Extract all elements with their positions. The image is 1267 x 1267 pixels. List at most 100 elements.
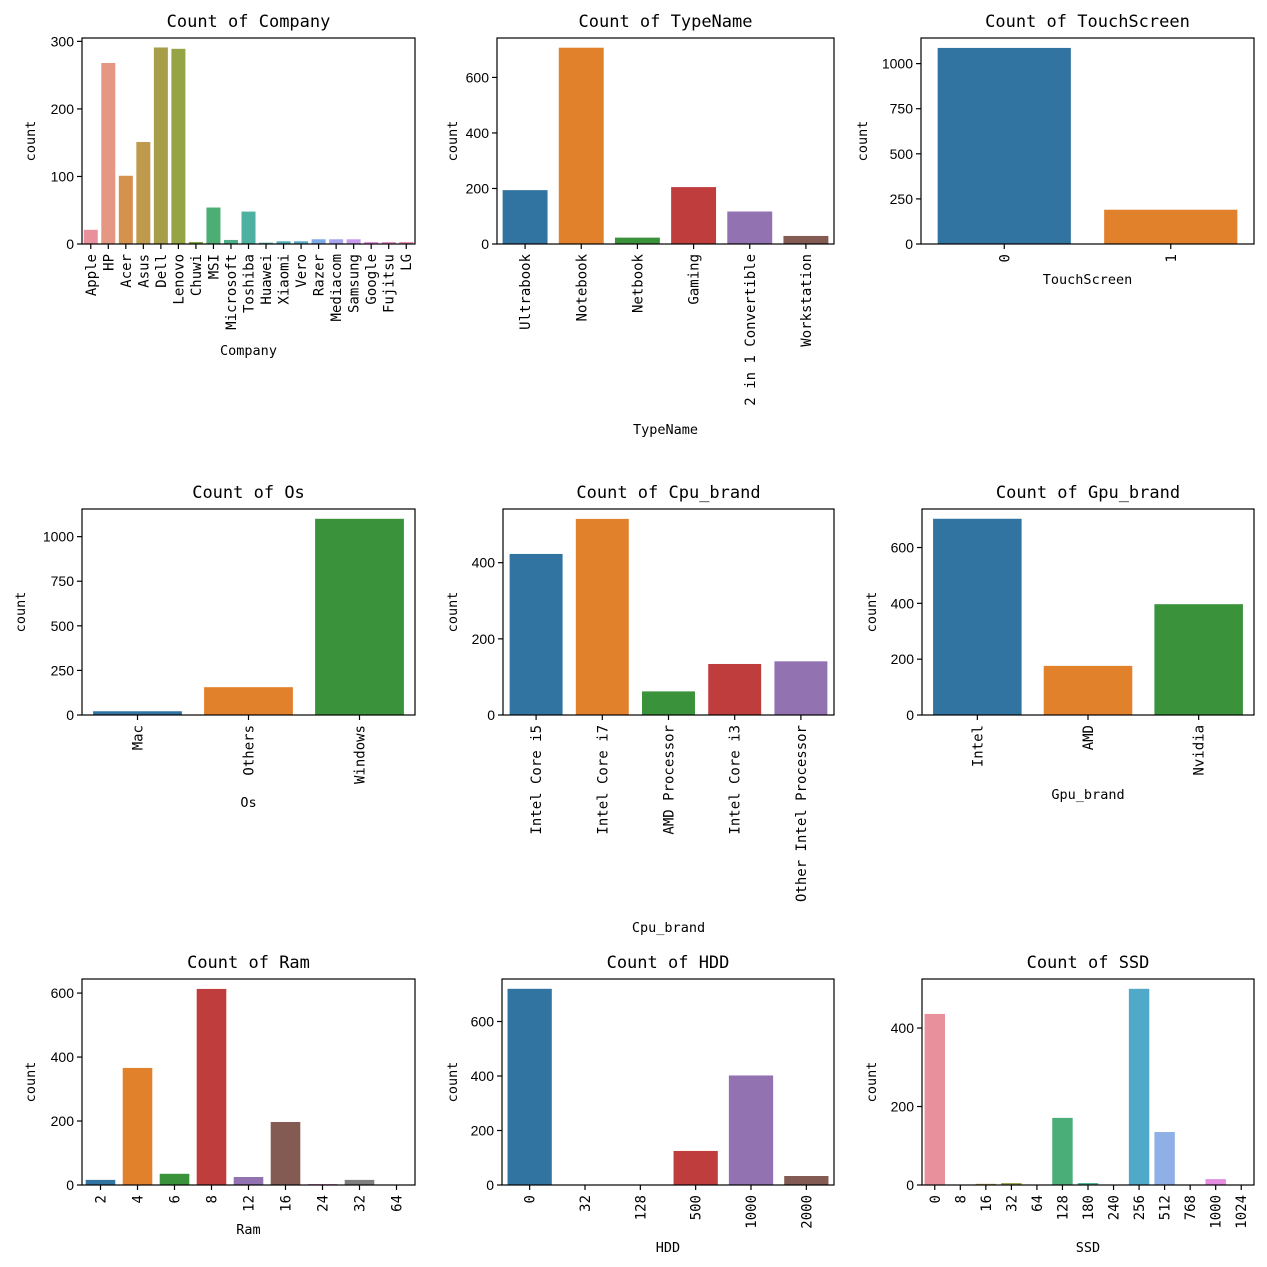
x-tick-label: 2 in 1 Convertible [743, 254, 759, 406]
x-tick-label: 1 [1164, 254, 1180, 262]
y-tick-label: 500 [51, 618, 75, 634]
x-tick-label: Intel Core i7 [595, 725, 611, 835]
x-tick-label: Mac [131, 725, 147, 750]
y-tick-label: 400 [471, 1068, 495, 1084]
x-tick-label: MSI [206, 254, 222, 279]
x-tick-label: 32 [1004, 1195, 1020, 1212]
y-tick-label: 400 [891, 1020, 915, 1036]
bar-lenovo [171, 48, 186, 245]
x-tick-label: 24 [316, 1195, 332, 1212]
y-tick-label: 600 [891, 540, 915, 556]
x-tick-label: 64 [1030, 1195, 1046, 1212]
bar-2-in-1-convertible [727, 211, 773, 244]
subplot-hdd: 0 200 400 600 0 32 128 500 1000 2000 Count of HDD H… [445, 953, 835, 1256]
y-tick-label: 250 [890, 191, 914, 207]
subplot-gpu-brand: 0 200 400 600 Intel AMD Nvidia Count of Gpu_bra… [864, 483, 1255, 803]
bar-500 [673, 1150, 718, 1185]
axes-frame [921, 978, 1255, 1186]
y-tick-label: 200 [891, 1099, 915, 1115]
chart-title: Count of TypeName [579, 12, 753, 32]
x-tick-label: Acer [119, 254, 135, 288]
y-tick-label: 600 [51, 985, 75, 1001]
bar-toshiba [241, 211, 256, 244]
bar-windows [315, 518, 404, 715]
y-tick-label: 400 [51, 1049, 75, 1065]
bar-mac [93, 711, 182, 715]
bar-asus [136, 142, 151, 244]
x-tick-label: Google [364, 254, 380, 305]
bar-amd [1043, 665, 1133, 715]
bar-0 [937, 47, 1071, 245]
bar-huawei [259, 242, 274, 244]
x-axis-label: Company [220, 343, 277, 359]
chart-title: Count of Os [192, 483, 305, 503]
x-tick-label: 1000 [1209, 1195, 1225, 1229]
x-tick-label: Dell [154, 254, 170, 288]
bar-intel [933, 518, 1022, 715]
x-tick-label: Huawei [259, 254, 275, 305]
bar-32 [344, 1179, 375, 1185]
x-tick-label: Asus [136, 254, 152, 288]
y-tick-label: 0 [487, 707, 495, 723]
bar-mediacom [329, 239, 344, 244]
chart-title: Count of Ram [187, 953, 310, 973]
y-axis-label: count [864, 1062, 880, 1103]
chart-title: Count of SSD [1027, 953, 1150, 973]
x-tick-label: 1024 [1234, 1195, 1250, 1229]
y-tick-label: 750 [890, 101, 914, 117]
x-tick-label: 0 [997, 254, 1013, 262]
bar-8 [196, 988, 227, 1185]
bar-gaming [671, 187, 717, 244]
bar-2000 [784, 1176, 829, 1185]
x-tick-label: 240 [1107, 1195, 1123, 1220]
x-tick-label: Toshiba [242, 254, 258, 313]
bar-msi [206, 207, 221, 244]
bar-other-intel-processor [774, 661, 828, 715]
chart-title: Count of HDD [607, 953, 730, 973]
bar-ultrabook [502, 190, 548, 244]
y-tick-label: 250 [51, 662, 75, 678]
bar-32 [1001, 1183, 1022, 1185]
x-tick-label: 64 [390, 1195, 406, 1212]
x-tick-label: 128 [1055, 1195, 1071, 1220]
bar-amd-processor [642, 691, 695, 715]
chart-title: Count of Company [167, 12, 331, 32]
y-tick-label: 0 [66, 236, 74, 252]
bar-dell [153, 47, 168, 245]
x-tick-label: 2 [94, 1195, 110, 1203]
bar-2 [85, 1179, 116, 1185]
x-tick-label: Intel Core i3 [728, 725, 744, 835]
bar-256 [1128, 988, 1150, 1185]
y-tick-label: 0 [905, 236, 913, 252]
bar-xiaomi [276, 241, 291, 244]
y-tick-label: 200 [466, 180, 490, 196]
x-tick-label: Windows [353, 725, 369, 784]
bar-google [364, 241, 379, 244]
x-axis-label: SSD [1076, 1240, 1100, 1256]
x-axis-label: Gpu_brand [1051, 787, 1124, 803]
x-tick-label: Chuwi [189, 254, 205, 296]
x-tick-label: Fujitsu [382, 254, 398, 313]
y-tick-label: 1000 [43, 529, 74, 545]
bar-nvidia [1154, 604, 1243, 715]
x-axis-label: Ram [236, 1222, 260, 1238]
x-tick-label: Intel Core i5 [529, 725, 545, 835]
subplot-ssd: 0 200 400 0 8 16 32 64 128 180 240 256 512 768 1000 102… [864, 953, 1255, 1256]
axes-frame [501, 978, 835, 1186]
x-tick-label: Lenovo [171, 254, 187, 305]
bar-1 [1104, 209, 1238, 244]
x-tick-label: AMD [1081, 725, 1097, 750]
bar-netbook [614, 237, 660, 244]
x-tick-label: Xiaomi [277, 254, 293, 305]
x-tick-label: Apple [84, 254, 100, 296]
bar-intel-core-i7 [575, 518, 629, 715]
bar-6 [159, 1173, 190, 1185]
bar-notebook [558, 47, 604, 244]
x-tick-label: Ultrabook [518, 253, 534, 329]
x-tick-label: 180 [1081, 1195, 1097, 1220]
bar-512 [1154, 1132, 1175, 1185]
x-tick-label: 2000 [799, 1195, 815, 1229]
x-tick-label: 768 [1183, 1195, 1199, 1220]
x-tick-label: Netbook [630, 253, 646, 313]
x-tick-label: Vero [294, 254, 310, 288]
